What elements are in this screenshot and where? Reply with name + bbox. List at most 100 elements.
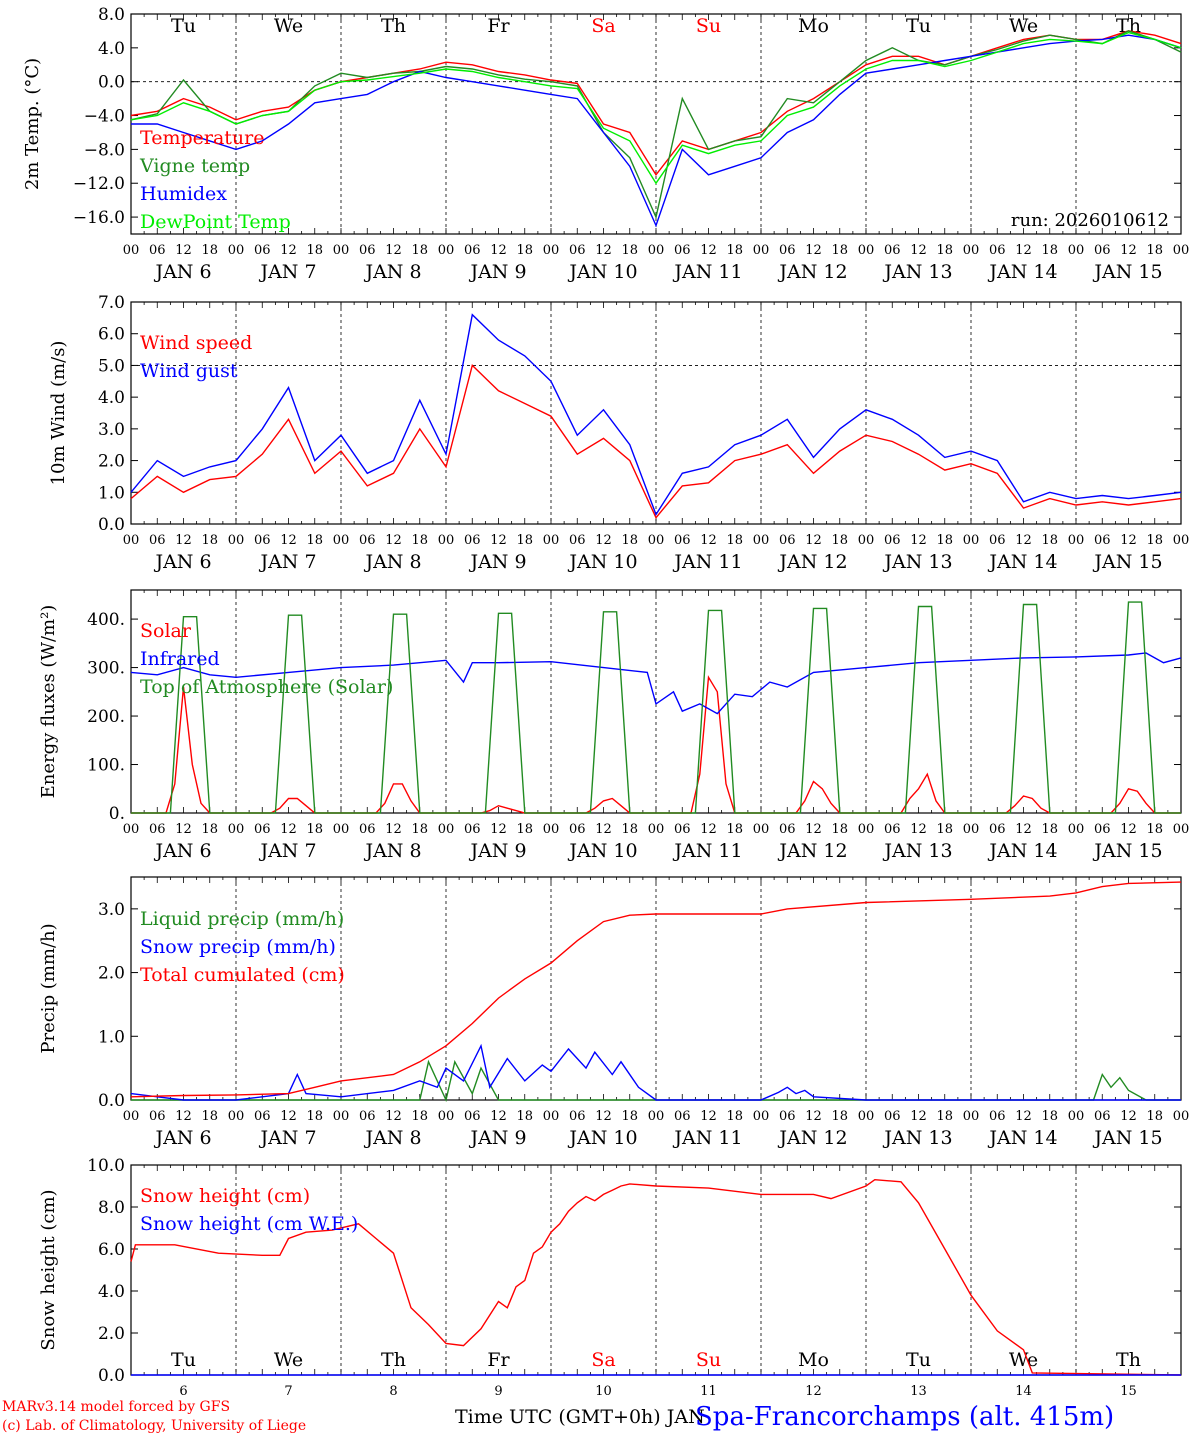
temp-date-label: JAN 9 xyxy=(468,261,526,283)
precip-hour-label: 06 xyxy=(569,1109,586,1124)
wind-y-axis-label: 10m Wind (m/s) xyxy=(48,341,69,486)
precip-hour-label: 00 xyxy=(543,1109,560,1124)
wind-y-tick-label: 3.0 xyxy=(98,420,125,440)
snow-day-label: Tu xyxy=(906,1349,931,1371)
temp-day-label: Tu xyxy=(171,15,196,37)
temp-date-label: JAN 6 xyxy=(153,261,211,283)
snow-day-number: 13 xyxy=(910,1384,927,1399)
wind-hour-label: 18 xyxy=(936,533,953,548)
temp-y-tick-label: 8.0 xyxy=(98,5,125,25)
snow-y-axis-label: Snow height (cm) xyxy=(38,1189,59,1350)
wind-hour-label: 12 xyxy=(385,533,402,548)
wind-hour-label: 00 xyxy=(963,533,980,548)
wind-date-label: JAN 9 xyxy=(468,551,526,573)
flux-hour-label: 18 xyxy=(516,822,533,837)
flux-hour-label: 06 xyxy=(359,822,376,837)
precip-series-2 xyxy=(130,881,1182,1098)
temp-hour-label: 06 xyxy=(779,243,796,258)
precip-y-tick-label: 0.0 xyxy=(98,1091,125,1111)
snow-day-label: We xyxy=(1009,1349,1038,1371)
temp-date-label: JAN 8 xyxy=(363,261,421,283)
precip-y-tick-label: 1.0 xyxy=(98,1027,125,1047)
flux-date-label: JAN 11 xyxy=(672,840,742,862)
precip-date-label: JAN 8 xyxy=(363,1127,421,1149)
precip-hour-label: 12 xyxy=(595,1109,612,1124)
snow-day-number: 9 xyxy=(494,1384,502,1399)
precip-hour-label: 12 xyxy=(805,1109,822,1124)
precip-hour-label: 12 xyxy=(910,1109,927,1124)
snow-day-number: 11 xyxy=(700,1384,717,1399)
flux-date-label: JAN 14 xyxy=(987,840,1057,862)
temp-hour-label: 12 xyxy=(385,243,402,258)
wind-hour-label: 00 xyxy=(228,533,245,548)
wind-hour-label: 12 xyxy=(175,533,192,548)
wind-date-label: JAN 6 xyxy=(153,551,211,573)
temp-series-0 xyxy=(130,30,1182,177)
precip-legend-entry: Total cumulated (cm) xyxy=(140,964,345,986)
temp-hour-label: 06 xyxy=(1094,243,1111,258)
temp-y-tick-label: 0.0 xyxy=(98,73,125,93)
flux-hour-label: 12 xyxy=(910,822,927,837)
flux-hour-label: 00 xyxy=(963,822,980,837)
precip-hour-label: 00 xyxy=(648,1109,665,1124)
flux-hour-label: 06 xyxy=(1094,822,1111,837)
flux-hour-label: 12 xyxy=(1015,822,1032,837)
wind-hour-label: 00 xyxy=(1173,533,1190,548)
wind-hour-label: 06 xyxy=(884,533,901,548)
wind-hour-label: 06 xyxy=(464,533,481,548)
flux-y-tick-label: 200. xyxy=(87,707,125,727)
flux-hour-label: 00 xyxy=(753,822,770,837)
wind-hour-label: 06 xyxy=(359,533,376,548)
flux-hour-label: 18 xyxy=(201,822,218,837)
precip-hour-label: 18 xyxy=(1041,1109,1058,1124)
precip-hour-label: 00 xyxy=(333,1109,350,1124)
precip-date-label: JAN 14 xyxy=(987,1127,1057,1149)
temp-y-tick-label: −4.0 xyxy=(84,107,125,127)
temp-day-label: Tu xyxy=(906,15,931,37)
snow-legend-entry: Snow height (cm W.E.) xyxy=(140,1213,358,1235)
wind-date-label: JAN 10 xyxy=(567,551,637,573)
temp-y-tick-label: −8.0 xyxy=(84,140,125,160)
precip-hour-label: 06 xyxy=(674,1109,691,1124)
temp-hour-label: 06 xyxy=(149,243,166,258)
precip-date-label: JAN 6 xyxy=(153,1127,211,1149)
flux-hour-label: 06 xyxy=(674,822,691,837)
precip-hour-label: 00 xyxy=(438,1109,455,1124)
flux-hour-label: 00 xyxy=(333,822,350,837)
temp-hour-label: 06 xyxy=(884,243,901,258)
precip-hour-label: 06 xyxy=(254,1109,271,1124)
flux-hour-label: 18 xyxy=(1041,822,1058,837)
precip-hour-label: 00 xyxy=(753,1109,770,1124)
precip-y-axis-label: Precip (mm/h) xyxy=(38,923,59,1053)
flux-date-label: JAN 10 xyxy=(567,840,637,862)
temp-date-label: JAN 11 xyxy=(672,261,742,283)
snow-y-tick-label: 4.0 xyxy=(98,1282,125,1302)
wind-hour-label: 06 xyxy=(674,533,691,548)
flux-date-label: JAN 13 xyxy=(882,840,952,862)
flux-hour-label: 18 xyxy=(306,822,323,837)
precip-hour-label: 18 xyxy=(726,1109,743,1124)
precip-hour-label: 12 xyxy=(1015,1109,1032,1124)
wind-y-tick-label: 7.0 xyxy=(98,293,125,313)
temp-hour-label: 18 xyxy=(1041,243,1058,258)
flux-hour-label: 06 xyxy=(569,822,586,837)
wind-hour-label: 12 xyxy=(805,533,822,548)
flux-series-2 xyxy=(131,601,1181,814)
wind-y-tick-label: 1.0 xyxy=(98,483,125,503)
temp-date-label: JAN 14 xyxy=(987,261,1057,283)
wind-hour-label: 18 xyxy=(831,533,848,548)
flux-hour-label: 06 xyxy=(884,822,901,837)
temp-legend-entry: Vigne temp xyxy=(139,155,250,177)
temp-hour-label: 12 xyxy=(1015,243,1032,258)
temp-series-2 xyxy=(131,34,1182,228)
snow-y-tick-label: 0.0 xyxy=(98,1366,125,1386)
wind-y-tick-label: 0.0 xyxy=(98,515,125,535)
temp-hour-label: 12 xyxy=(805,243,822,258)
precip-hour-label: 18 xyxy=(306,1109,323,1124)
snow-day-number: 7 xyxy=(284,1384,292,1399)
wind-date-label: JAN 14 xyxy=(987,551,1057,573)
temp-day-label: Su xyxy=(696,15,721,37)
snow-day-label: We xyxy=(274,1349,303,1371)
precip-hour-label: 12 xyxy=(280,1109,297,1124)
temp-hour-label: 18 xyxy=(306,243,323,258)
